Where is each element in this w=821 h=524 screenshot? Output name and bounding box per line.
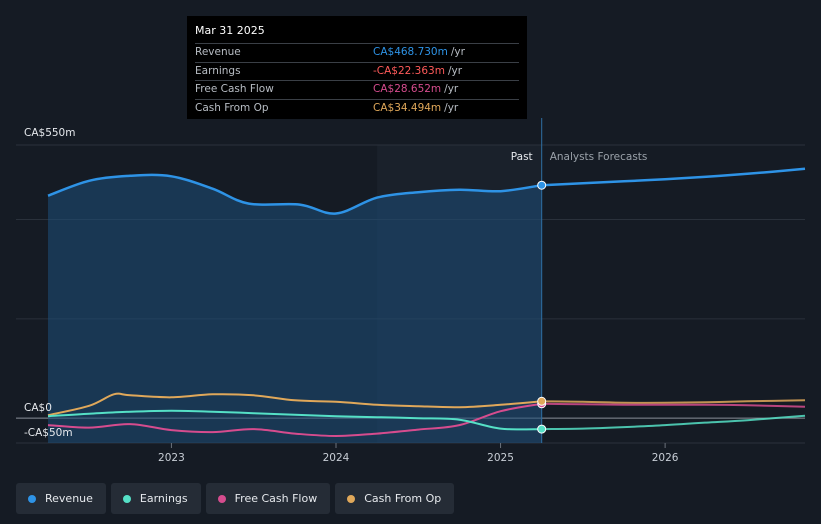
revenue-marker[interactable]: [537, 180, 547, 190]
legend-label: Revenue: [45, 492, 93, 505]
tooltip-unit: /yr: [444, 83, 459, 95]
legend-item-free-cash-flow[interactable]: Free Cash Flow: [205, 483, 331, 514]
legend-item-revenue[interactable]: Revenue: [16, 483, 106, 514]
tooltip-date: Mar 31 2025: [195, 24, 265, 37]
earnings-line-forecast: [541, 414, 806, 431]
tooltip-value: CA$34.494m: [373, 101, 442, 114]
area-layer: [48, 174, 542, 444]
free-cash-flow-line-past: [47, 402, 542, 438]
y-axis-label-min: -CA$50m: [24, 427, 73, 439]
tooltip-label: Revenue: [195, 46, 241, 58]
tooltip-unit: /yr: [450, 46, 465, 58]
x-tick-label: 2026: [652, 452, 679, 464]
legend-label: Earnings: [139, 492, 188, 505]
legend-item-cash-from-op[interactable]: Cash From Op: [335, 483, 455, 514]
tooltip-row-earnings: Earnings -CA$22.363m /yr: [195, 61, 519, 81]
cash-from-op-marker[interactable]: [537, 396, 547, 406]
legend-label: Cash From Op: [364, 492, 442, 505]
legend-label: Free Cash Flow: [234, 492, 318, 505]
legend-dot-icon: [217, 494, 226, 503]
legend-item-earnings[interactable]: Earnings: [110, 483, 201, 514]
y-axis-label-zero: CA$0: [24, 402, 52, 414]
legend-dot-icon: [347, 494, 356, 503]
earnings-line-past: [47, 409, 542, 431]
cash-from-op-line-forecast: [541, 399, 806, 404]
x-tick-label: 2023: [158, 452, 185, 464]
tooltip-row-cash-from-op: Cash From Op CA$34.494m /yr: [195, 98, 519, 118]
tooltip-label: Free Cash Flow: [195, 83, 274, 95]
past-label: Past: [511, 151, 533, 163]
legend: Revenue Earnings Free Cash Flow Cash Fro…: [16, 483, 455, 514]
earnings-marker[interactable]: [537, 424, 547, 434]
cash-from-op-line-past: [47, 392, 542, 417]
markers-layer: [537, 180, 547, 434]
x-tick-label: 2024: [323, 452, 350, 464]
forecast-label: Analysts Forecasts: [550, 151, 648, 163]
revenue-line-forecast: [541, 167, 806, 187]
tooltip-value: CA$28.652m: [373, 83, 442, 95]
revenue-line-past: [47, 173, 542, 215]
lines-layer: [47, 167, 806, 438]
legend-dot-icon: [28, 494, 36, 503]
tooltip-row-free-cash-flow: Free Cash Flow CA$28.652m /yr: [195, 80, 519, 99]
tooltip: Mar 31 2025 Revenue CA$468.730m /yr Earn…: [187, 16, 527, 119]
tooltip-row-revenue: Revenue CA$468.730m /yr: [195, 43, 519, 62]
tooltip-label: Cash From Op: [195, 101, 269, 114]
tooltip-label: Earnings: [195, 64, 241, 77]
revenue-area: [48, 174, 542, 444]
tooltip-unit: /yr: [447, 64, 463, 77]
x-tick-label: 2025: [487, 452, 514, 464]
tooltip-value: -CA$22.363m: [373, 64, 445, 77]
y-axis-label-max: CA$550m: [24, 127, 75, 139]
tooltip-unit: /yr: [444, 101, 459, 114]
tooltip-value: CA$468.730m: [373, 46, 448, 58]
legend-dot-icon: [122, 494, 131, 503]
free-cash-flow-line-forecast: [541, 402, 806, 408]
x-axis-ticks: 2023 2024 2025 2026: [158, 443, 679, 464]
